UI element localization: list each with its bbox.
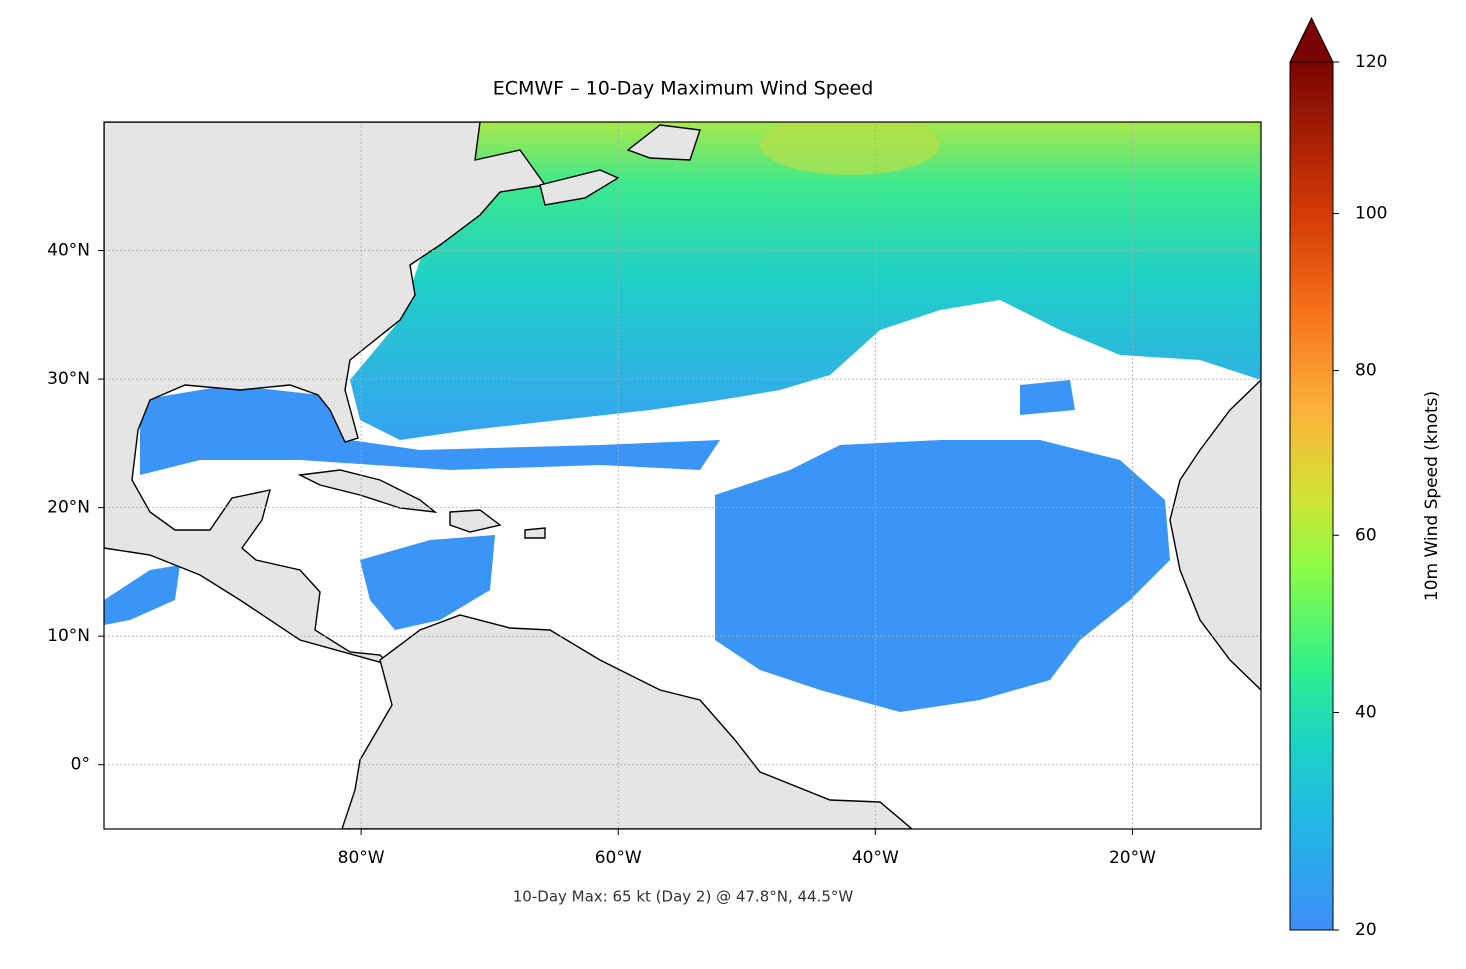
land-south-america [341, 614, 914, 829]
wind-field-pacific [104, 565, 180, 625]
y-tick-label: 30°N [47, 369, 90, 389]
wind-field-islet [1020, 380, 1075, 415]
colorbar-tick-label: 120 [1355, 52, 1387, 72]
land-hispaniola [449, 509, 546, 539]
x-tick-label: 80°W [338, 848, 385, 868]
colorbar-tick-label: 60 [1355, 525, 1377, 545]
land-north-america [104, 122, 547, 667]
y-tick-label: 20°N [47, 498, 90, 518]
land-cuba [297, 469, 438, 513]
colorbar-extend [1289, 16, 1334, 63]
colorbar [1290, 62, 1333, 930]
colorbar-frame [1289, 61, 1334, 931]
y-tick-label: 40°N [47, 241, 90, 261]
wind-field-north [350, 122, 1261, 440]
x-tick-label: 40°W [852, 848, 899, 868]
y-tick-label: 10°N [47, 626, 90, 646]
plot-frame [103, 121, 1262, 830]
colorbar-tick-label: 40 [1355, 703, 1377, 723]
land-maritimes [539, 124, 701, 206]
colorbar-tick-label: 80 [1355, 361, 1377, 381]
chart-title: ECMWF – 10-Day Maximum Wind Speed [493, 78, 874, 100]
map-area [104, 122, 1261, 829]
wind-max-area [760, 122, 940, 175]
x-tick-label: 60°W [595, 848, 642, 868]
colorbar-tick-label: 20 [1355, 920, 1377, 940]
y-tick-label: 0° [71, 755, 90, 775]
annotation: 10-Day Max: 65 kt (Day 2) @ 47.8°N, 44.5… [513, 888, 854, 906]
land-africa [1169, 379, 1261, 691]
colorbar-label: 10m Wind Speed (knots) [1422, 391, 1442, 601]
colorbar-tick-label: 100 [1355, 204, 1387, 224]
wind-field-gulf [140, 385, 720, 475]
x-tick-label: 20°W [1109, 848, 1156, 868]
wind-field-caribbean [360, 535, 495, 630]
